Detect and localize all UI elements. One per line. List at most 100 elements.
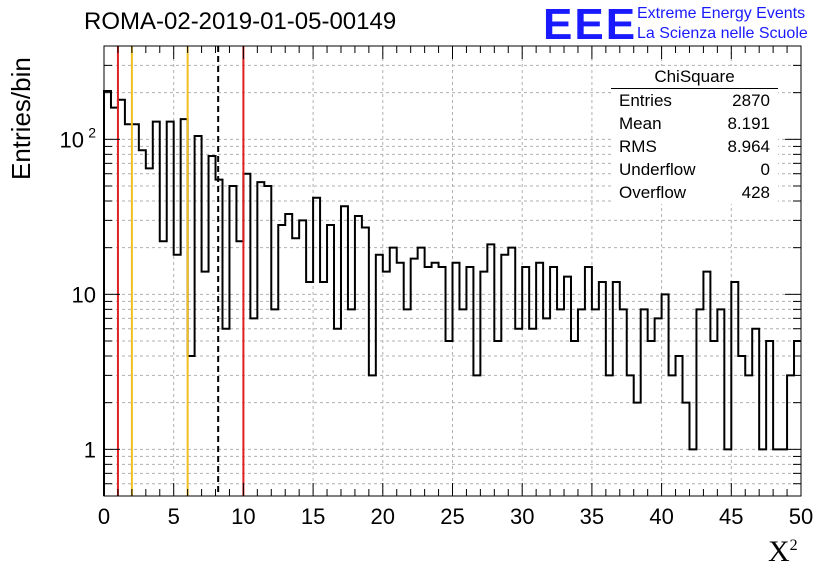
x-tick-label: 35 [580,504,604,529]
histogram-bin [738,356,745,496]
histogram-bin [118,100,125,496]
histogram-bin [243,174,250,496]
histogram-bin [655,318,662,496]
histogram-bin [418,248,425,496]
histogram-bin [397,263,404,496]
histogram-bin [432,263,439,496]
x-tick-label: 20 [371,504,395,529]
stats-value: 8.191 [727,114,770,133]
histogram-bin [662,294,669,496]
stats-label: Entries [619,91,672,110]
histogram-bin [453,263,460,496]
stats-row-entries: Entries 2870 [611,89,778,112]
histogram-bin [222,329,229,496]
histogram-bin [536,263,543,496]
histogram-bin [794,341,801,496]
x-tick-label: 45 [719,504,743,529]
x-tick-label: 0 [98,504,110,529]
histogram-bin [278,225,285,496]
stats-row-overflow: Overflow 428 [611,181,778,204]
histogram-bin [515,329,522,496]
histogram-bin [160,241,167,496]
y-tick-label: 1 [84,437,96,462]
histogram-bin [446,341,453,496]
x-tick-label: 10 [231,504,255,529]
y-tick-label: 10 [72,282,96,307]
stats-box-title: ChiSquare [611,66,778,89]
x-tick-label: 50 [789,504,813,529]
histogram-bin [125,124,132,496]
histogram-bin [669,375,676,496]
stats-row-rms: RMS 8.964 [611,135,778,158]
histogram-bin [787,375,794,496]
histogram-bin [710,341,717,496]
histogram-bin [703,272,710,496]
histogram-bin [362,227,369,496]
histogram-bin [543,318,550,496]
x-tick-label: 25 [440,504,464,529]
stats-value: 8.964 [727,137,770,156]
histogram-bin [745,375,752,496]
x-tick-label: 40 [649,504,673,529]
histogram-bin [480,272,487,496]
histogram-bin [139,150,146,496]
histogram-bin [571,341,578,496]
histogram-bin [313,198,320,496]
histogram-bin [167,122,174,496]
histogram-bin [236,241,243,496]
histogram-bin [334,329,341,496]
eee-logo-caption: Extreme Energy Events La Scienza nelle S… [637,4,808,44]
x-tick-label: 30 [510,504,534,529]
eee-logo-line2: La Scienza nelle Scuole [637,25,808,42]
histogram-bin [529,329,536,496]
histogram-bin [369,375,376,496]
chart-title: ROMA-02-2019-01-05-00149 [84,8,397,35]
histogram-bin [676,356,683,496]
histogram-bin [766,341,773,496]
histogram-bin [299,220,306,496]
x-tick-label: 5 [168,504,180,529]
stats-value: 428 [741,183,770,202]
histogram-bin [341,206,348,496]
histogram-bin [606,375,613,496]
y-tick-label-exponent: 2 [88,124,96,140]
histogram-bin [508,248,515,496]
stats-box: ChiSquare Entries 2870 Mean 8.191 RMS 8.964… [611,66,778,204]
histogram-bin [104,91,111,496]
histogram-bin [627,375,634,496]
histogram-bin [383,272,390,496]
histogram-bin [487,244,494,496]
histogram-bin [327,225,334,496]
histogram-bin [285,214,292,496]
stats-row-underflow: Underflow 0 [611,158,778,181]
histogram-bin [188,356,195,496]
eee-logo: EEE [543,0,638,49]
histogram-bin [202,272,209,496]
y-axis-label: Entries/bin [6,57,36,180]
histogram-bin [648,341,655,496]
stats-label: Underflow [619,160,696,179]
histogram-bin [181,119,188,496]
stats-label: RMS [619,137,657,156]
histogram-bin [473,375,480,496]
histogram-bin [132,124,139,496]
histogram-bin [146,168,153,496]
histogram-bin [209,156,216,496]
stats-row-mean: Mean 8.191 [611,112,778,135]
histogram-bin [390,248,397,496]
histogram-bin [292,238,299,496]
histogram-bin [153,122,160,496]
x-tick-label: 15 [301,504,325,529]
stats-label: Mean [619,114,662,133]
x-axis-label-main: X [768,535,790,568]
stats-label: Overflow [619,183,687,202]
stats-value: 2870 [732,91,770,110]
histogram-bin [250,318,257,496]
x-axis-label-superscript: 2 [789,537,798,554]
x-axis-label: X2 [768,535,798,569]
y-tick-label: 10 [60,127,84,152]
histogram-bin [494,341,501,496]
histogram-bin [195,136,202,496]
eee-logo-line1: Extreme Energy Events [637,5,806,22]
